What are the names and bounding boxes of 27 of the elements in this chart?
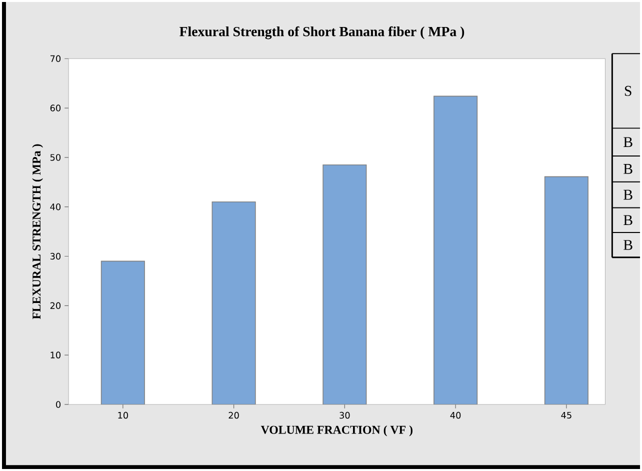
text: S: [624, 86, 632, 96]
bar: [212, 201, 256, 404]
text: B: [624, 164, 632, 174]
y-tick-label: 50: [50, 154, 61, 161]
y-tick-label: 70: [50, 55, 61, 62]
x-tick-label: 20: [228, 412, 239, 419]
y-axis-title: FLEXURAL STRENGTH ( MPa ): [32, 144, 43, 320]
bar: [434, 96, 478, 404]
text: B: [624, 137, 632, 147]
bar: [100, 260, 145, 404]
x-tick-label: 40: [450, 412, 461, 419]
x-tick-label: 45: [561, 412, 572, 419]
y-tick-label: 10: [50, 352, 61, 358]
x-tick-label: 10: [118, 412, 128, 419]
y-tick-label: 40: [50, 203, 61, 210]
text: B: [624, 215, 632, 225]
y-tick-label: 20: [50, 302, 61, 310]
x-tick-label: 30: [340, 412, 350, 419]
bar: [322, 164, 367, 404]
text: B: [624, 240, 632, 250]
chart-title: Flexural Strength of Short Banana fiber ( MPa ): [180, 26, 464, 40]
y-tick-label: 60: [50, 104, 61, 112]
y-tick-label: 30: [50, 252, 61, 260]
bar: [544, 176, 588, 404]
text: B: [624, 190, 632, 200]
y-tick-label: 0: [56, 401, 61, 408]
x-axis-title: VOLUME FRACTION ( VF ): [260, 425, 412, 436]
